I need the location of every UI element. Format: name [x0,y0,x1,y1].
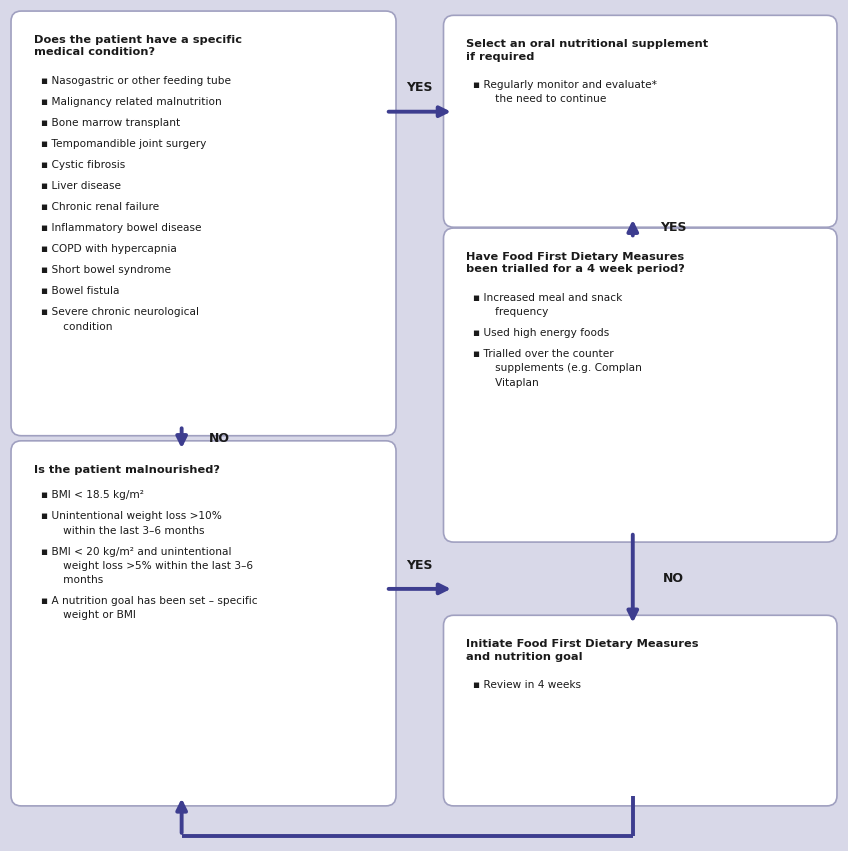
Text: ▪ Review in 4 weeks: ▪ Review in 4 weeks [473,680,581,690]
Text: condition: condition [53,322,112,332]
Text: ▪ Trialled over the counter: ▪ Trialled over the counter [473,349,614,359]
Text: ▪ Chronic renal failure: ▪ Chronic renal failure [41,203,159,212]
Text: ▪ Short bowel syndrome: ▪ Short bowel syndrome [41,266,170,276]
Text: ▪ Regularly monitor and evaluate*: ▪ Regularly monitor and evaluate* [473,80,657,90]
Text: months: months [53,575,103,585]
Text: ▪ Inflammatory bowel disease: ▪ Inflammatory bowel disease [41,223,201,233]
Text: NO: NO [209,431,231,445]
FancyBboxPatch shape [444,228,837,542]
Text: ▪ Liver disease: ▪ Liver disease [41,181,120,191]
Text: Select an oral nutritional supplement
if required: Select an oral nutritional supplement if… [466,39,709,61]
FancyBboxPatch shape [11,11,396,436]
Text: ▪ Tempomandible joint surgery: ▪ Tempomandible joint surgery [41,139,206,149]
Text: NO: NO [663,572,684,585]
Text: weight or BMI: weight or BMI [53,610,136,620]
Text: Is the patient malnourished?: Is the patient malnourished? [34,465,220,475]
Text: ▪ BMI < 20 kg/m² and unintentional: ▪ BMI < 20 kg/m² and unintentional [41,546,232,557]
Text: ▪ Malignancy related malnutrition: ▪ Malignancy related malnutrition [41,97,221,107]
Text: Vitaplan: Vitaplan [485,378,538,388]
Text: ▪ Used high energy foods: ▪ Used high energy foods [473,328,610,338]
Text: ▪ Nasogastric or other feeding tube: ▪ Nasogastric or other feeding tube [41,76,231,86]
Text: ▪ Severe chronic neurological: ▪ Severe chronic neurological [41,307,198,317]
Text: ▪ COPD with hypercapnia: ▪ COPD with hypercapnia [41,244,176,254]
Text: ▪ A nutrition goal has been set – specific: ▪ A nutrition goal has been set – specif… [41,597,257,606]
Text: ▪ Cystic fibrosis: ▪ Cystic fibrosis [41,160,125,170]
Text: YES: YES [406,558,433,572]
Text: ▪ Bowel fistula: ▪ Bowel fistula [41,287,120,296]
Text: frequency: frequency [485,307,549,317]
FancyBboxPatch shape [444,615,837,806]
Text: within the last 3–6 months: within the last 3–6 months [53,526,204,535]
Text: YES: YES [661,221,687,234]
FancyBboxPatch shape [444,15,837,227]
Text: ▪ Bone marrow transplant: ▪ Bone marrow transplant [41,118,180,128]
Text: YES: YES [406,82,433,94]
Text: the need to continue: the need to continue [485,94,606,105]
Text: supplements (e.g. Complan: supplements (e.g. Complan [485,363,642,374]
Text: weight loss >5% within the last 3–6: weight loss >5% within the last 3–6 [53,561,253,571]
FancyBboxPatch shape [11,441,396,806]
Text: ▪ BMI < 18.5 kg/m²: ▪ BMI < 18.5 kg/m² [41,490,143,500]
Text: ▪ Unintentional weight loss >10%: ▪ Unintentional weight loss >10% [41,511,221,522]
Text: Initiate Food First Dietary Measures
and nutrition goal: Initiate Food First Dietary Measures and… [466,639,699,661]
Text: Does the patient have a specific
medical condition?: Does the patient have a specific medical… [34,35,242,57]
Text: ▪ Increased meal and snack: ▪ Increased meal and snack [473,293,622,303]
Text: Have Food First Dietary Measures
been trialled for a 4 week period?: Have Food First Dietary Measures been tr… [466,252,685,274]
